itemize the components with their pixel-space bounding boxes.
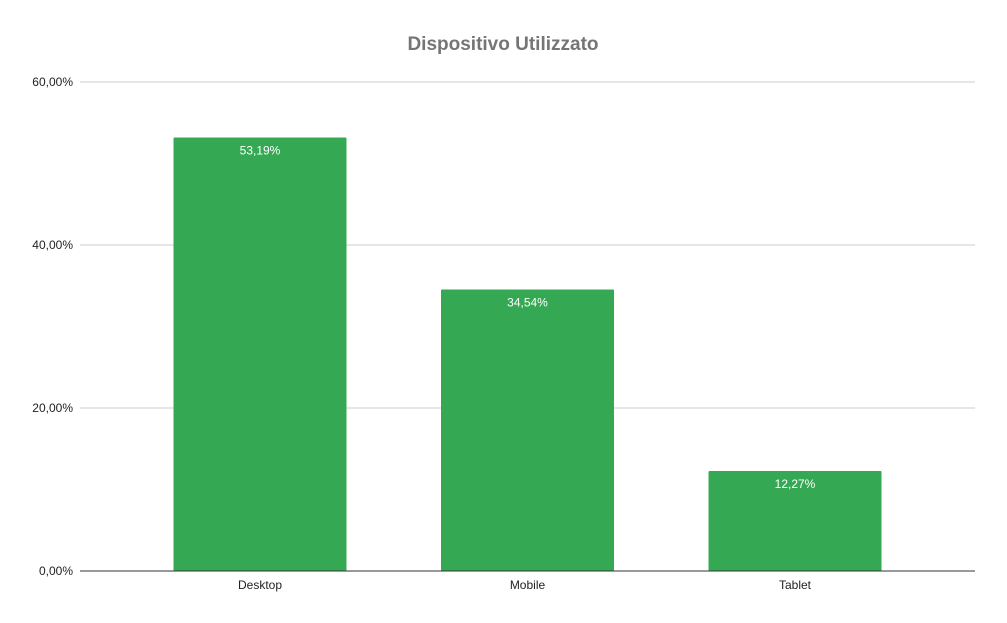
x-tick-label: Desktop	[238, 578, 282, 592]
bars	[173, 137, 882, 571]
y-tick-label: 40,00%	[32, 238, 73, 252]
data-label: 53,19%	[240, 144, 281, 158]
x-tick-label: Mobile	[510, 578, 546, 592]
y-tick-label: 60,00%	[32, 75, 73, 89]
y-axis: 0,00% 20,00% 40,00% 60,00%	[32, 75, 73, 578]
bar-desktop	[173, 137, 347, 571]
bar-tablet	[708, 470, 882, 571]
y-tick-label: 0,00%	[39, 564, 73, 578]
bar-mobile	[441, 289, 614, 571]
data-label: 34,54%	[507, 295, 548, 309]
data-labels: 53,19% 34,54% 12,27%	[240, 144, 816, 491]
data-label: 12,27%	[775, 477, 816, 491]
x-tick-label: Tablet	[779, 578, 812, 592]
x-axis: Desktop Mobile Tablet	[80, 570, 975, 592]
chart-title: Dispositivo Utilizzato	[407, 34, 598, 55]
y-tick-label: 20,00%	[32, 401, 73, 415]
